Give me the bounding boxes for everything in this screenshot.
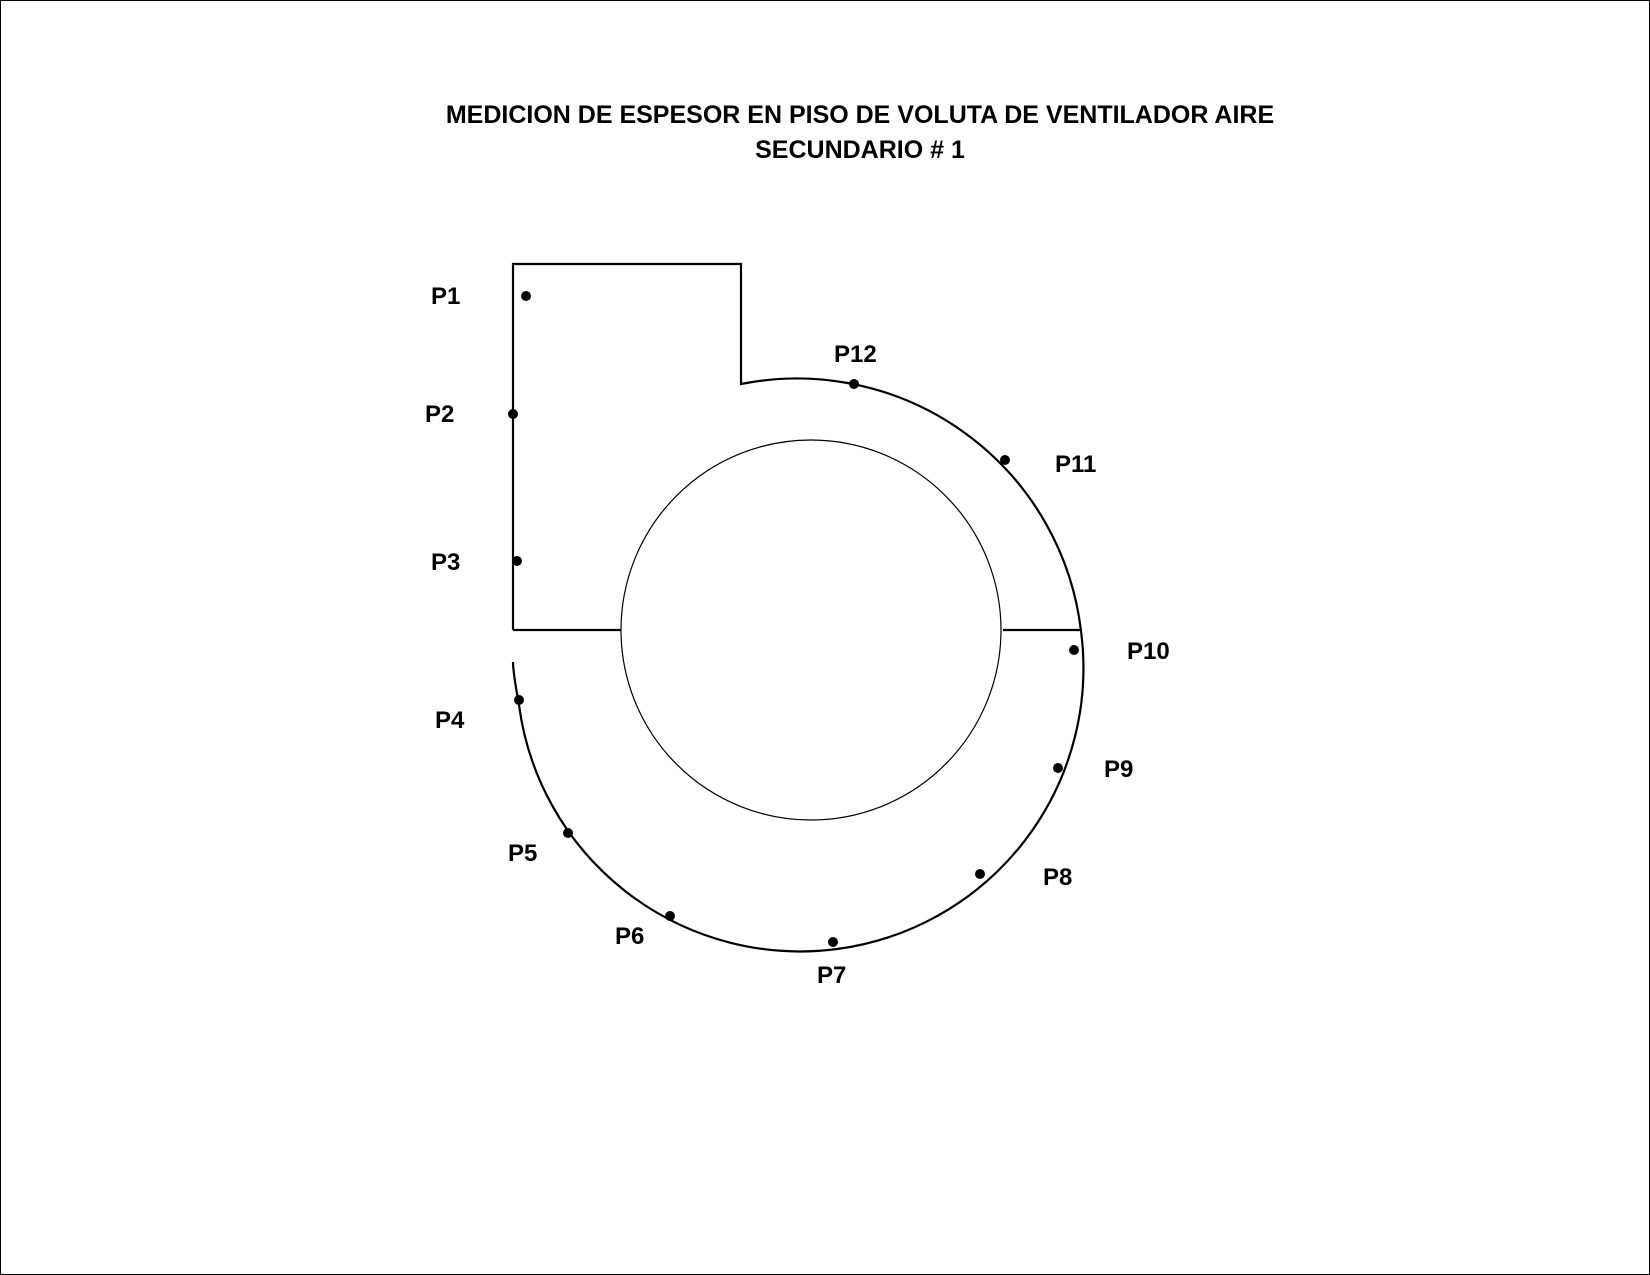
title-line-2: SECUNDARIO # 1 [755, 136, 965, 164]
title-line-1: MEDICION DE ESPESOR EN PISO DE VOLUTA DE… [445, 101, 1275, 129]
point-label: P2 [425, 401, 454, 428]
point-dot [849, 379, 859, 389]
measurement-point-p3: P3 [431, 549, 522, 576]
point-label: P4 [435, 707, 465, 734]
point-label: P1 [431, 283, 460, 310]
volute-outline [511, 262, 1085, 953]
measurement-point-p12: P12 [834, 341, 877, 389]
point-dot [514, 695, 524, 705]
point-label: P10 [1127, 638, 1170, 665]
point-label: P5 [508, 840, 537, 867]
point-dot [508, 409, 518, 419]
measurement-point-p1: P1 [431, 283, 531, 310]
measurement-point-p7: P7 [817, 937, 846, 989]
measurement-point-p4: P4 [435, 695, 524, 734]
impeller-circle [620, 439, 1002, 821]
point-dot [563, 828, 573, 838]
point-label: P12 [834, 341, 877, 368]
point-dot [975, 869, 985, 879]
point-dot [1069, 645, 1079, 655]
measurement-point-p6: P6 [615, 911, 675, 950]
point-label: P9 [1104, 756, 1133, 783]
point-dot [828, 937, 838, 947]
measurement-point-p8: P8 [975, 864, 1072, 891]
measurement-point-p10: P10 [1069, 638, 1170, 665]
measurement-point-p2: P2 [425, 401, 518, 428]
point-dot [521, 291, 531, 301]
measurement-point-p5: P5 [508, 828, 573, 867]
point-dot [512, 556, 522, 566]
measurement-point-p11: P11 [1000, 451, 1096, 478]
point-dot [1053, 763, 1063, 773]
point-label: P6 [615, 923, 644, 950]
point-label: P7 [817, 962, 846, 989]
point-label: P8 [1043, 864, 1072, 891]
diagram-title: MEDICION DE ESPESOR EN PISO DE VOLUTA DE… [0, 98, 1650, 168]
point-label: P3 [431, 549, 460, 576]
point-label: P11 [1055, 451, 1096, 478]
measurement-point-p9: P9 [1053, 756, 1133, 783]
point-dot [665, 911, 675, 921]
point-dot [1000, 455, 1010, 465]
